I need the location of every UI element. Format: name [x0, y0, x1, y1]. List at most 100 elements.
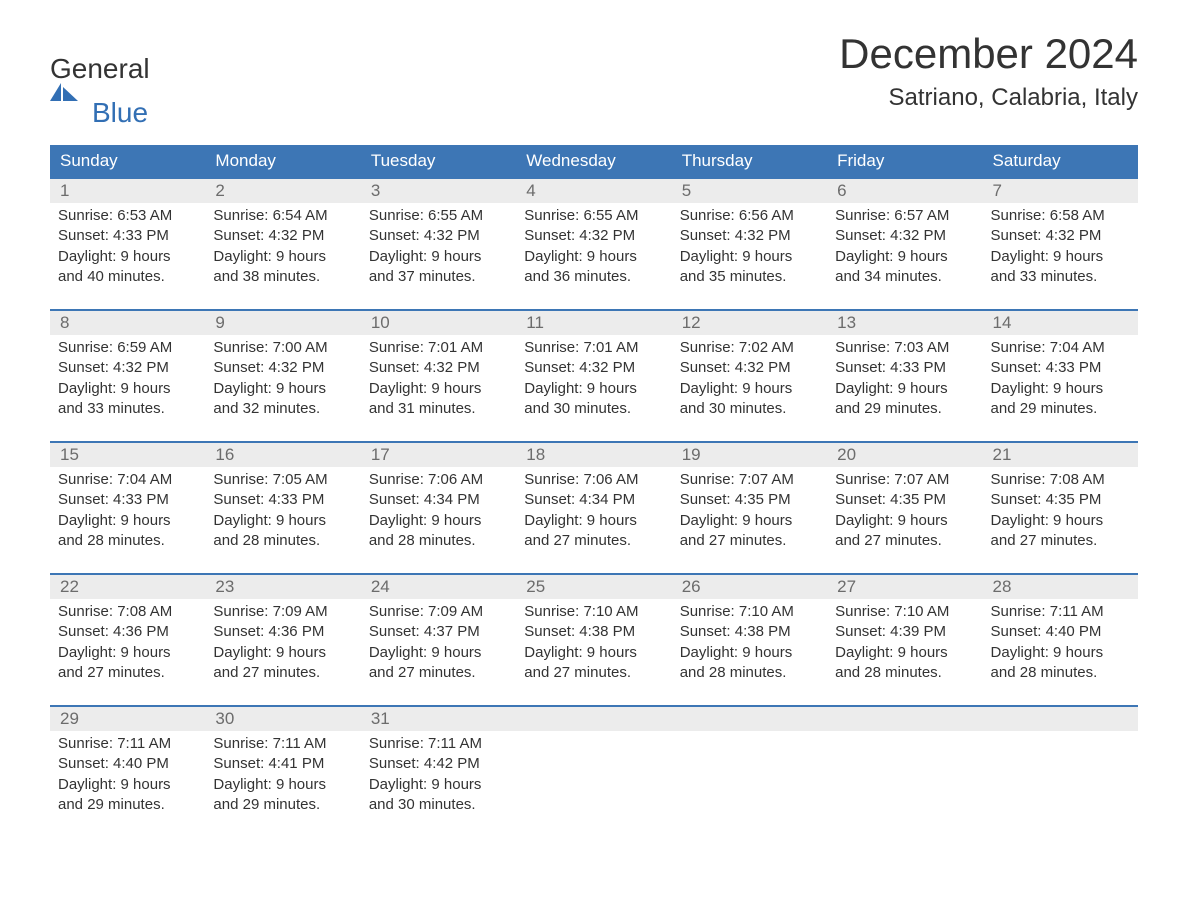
location-subtitle: Satriano, Calabria, Italy	[839, 84, 1138, 112]
cell-sunrise: Sunrise: 7:10 AM	[835, 602, 974, 622]
cell-d2: and 33 minutes.	[991, 267, 1130, 287]
cell-sunset: Sunset: 4:40 PM	[991, 622, 1130, 642]
cell-sunrise: Sunrise: 7:01 AM	[524, 338, 663, 358]
calendar-cell	[516, 734, 671, 815]
day-number: 2	[205, 179, 360, 203]
day-number: 17	[361, 443, 516, 467]
cell-d1: Daylight: 9 hours	[835, 511, 974, 531]
cell-d2: and 27 minutes.	[369, 663, 508, 683]
cell-d2: and 32 minutes.	[213, 399, 352, 419]
cell-d1: Daylight: 9 hours	[369, 379, 508, 399]
calendar-cell: Sunrise: 7:06 AMSunset: 4:34 PMDaylight:…	[361, 470, 516, 551]
cell-sunrise: Sunrise: 7:09 AM	[369, 602, 508, 622]
day-number: 31	[361, 707, 516, 731]
cell-sunrise: Sunrise: 6:59 AM	[58, 338, 197, 358]
cell-sunrise: Sunrise: 7:10 AM	[680, 602, 819, 622]
day-number: 13	[827, 311, 982, 335]
cell-sunset: Sunset: 4:32 PM	[524, 358, 663, 378]
cell-d2: and 30 minutes.	[524, 399, 663, 419]
cell-sunrise: Sunrise: 7:08 AM	[58, 602, 197, 622]
day-number: 4	[516, 179, 671, 203]
cell-d1: Daylight: 9 hours	[213, 247, 352, 267]
calendar-cell: Sunrise: 7:09 AMSunset: 4:37 PMDaylight:…	[361, 602, 516, 683]
day-number: 12	[672, 311, 827, 335]
calendar-cell: Sunrise: 7:10 AMSunset: 4:38 PMDaylight:…	[516, 602, 671, 683]
day-number: 6	[827, 179, 982, 203]
cell-sunset: Sunset: 4:35 PM	[991, 490, 1130, 510]
day-number: 26	[672, 575, 827, 599]
cell-d2: and 28 minutes.	[991, 663, 1130, 683]
day-number: 7	[983, 179, 1138, 203]
cell-sunrise: Sunrise: 7:09 AM	[213, 602, 352, 622]
daynum-row: 293031	[50, 705, 1138, 731]
cell-d2: and 27 minutes.	[991, 531, 1130, 551]
cell-sunset: Sunset: 4:32 PM	[991, 226, 1130, 246]
cell-d1: Daylight: 9 hours	[680, 511, 819, 531]
cell-d1: Daylight: 9 hours	[369, 247, 508, 267]
calendar-cell: Sunrise: 6:55 AMSunset: 4:32 PMDaylight:…	[516, 206, 671, 287]
daynum-row: 15161718192021	[50, 441, 1138, 467]
day-header-thursday: Thursday	[672, 145, 827, 177]
cell-sunset: Sunset: 4:35 PM	[680, 490, 819, 510]
day-number: 14	[983, 311, 1138, 335]
day-number: 5	[672, 179, 827, 203]
day-number: 11	[516, 311, 671, 335]
cell-d2: and 38 minutes.	[213, 267, 352, 287]
day-number: 3	[361, 179, 516, 203]
day-number: 1	[50, 179, 205, 203]
header: General Blue December 2024 Satriano, Cal…	[50, 30, 1138, 127]
cell-d1: Daylight: 9 hours	[680, 379, 819, 399]
cell-d1: Daylight: 9 hours	[835, 643, 974, 663]
calendar-cell: Sunrise: 6:53 AMSunset: 4:33 PMDaylight:…	[50, 206, 205, 287]
calendar-cell: Sunrise: 6:58 AMSunset: 4:32 PMDaylight:…	[983, 206, 1138, 287]
day-number: 10	[361, 311, 516, 335]
day-number	[827, 707, 982, 731]
calendar-cell: Sunrise: 6:56 AMSunset: 4:32 PMDaylight:…	[672, 206, 827, 287]
daynum-row: 22232425262728	[50, 573, 1138, 599]
cell-sunrise: Sunrise: 6:58 AM	[991, 206, 1130, 226]
cell-d1: Daylight: 9 hours	[213, 643, 352, 663]
cell-d1: Daylight: 9 hours	[524, 379, 663, 399]
calendar-table: Sunday Monday Tuesday Wednesday Thursday…	[50, 145, 1138, 815]
cell-sunset: Sunset: 4:36 PM	[213, 622, 352, 642]
cell-d2: and 29 minutes.	[213, 795, 352, 815]
cell-sunrise: Sunrise: 6:55 AM	[369, 206, 508, 226]
day-number: 28	[983, 575, 1138, 599]
cell-d2: and 37 minutes.	[369, 267, 508, 287]
cell-d1: Daylight: 9 hours	[58, 511, 197, 531]
cell-d2: and 28 minutes.	[369, 531, 508, 551]
cell-sunrise: Sunrise: 7:02 AM	[680, 338, 819, 358]
calendar-cell: Sunrise: 7:10 AMSunset: 4:38 PMDaylight:…	[672, 602, 827, 683]
cell-d1: Daylight: 9 hours	[991, 643, 1130, 663]
cell-sunrise: Sunrise: 7:04 AM	[58, 470, 197, 490]
cell-d1: Daylight: 9 hours	[835, 247, 974, 267]
calendar-cell: Sunrise: 7:10 AMSunset: 4:39 PMDaylight:…	[827, 602, 982, 683]
calendar-cell: Sunrise: 7:07 AMSunset: 4:35 PMDaylight:…	[827, 470, 982, 551]
calendar-cell: Sunrise: 6:55 AMSunset: 4:32 PMDaylight:…	[361, 206, 516, 287]
cell-d1: Daylight: 9 hours	[991, 379, 1130, 399]
cell-d1: Daylight: 9 hours	[213, 379, 352, 399]
cell-sunrise: Sunrise: 7:11 AM	[58, 734, 197, 754]
day-number	[672, 707, 827, 731]
calendar-cell	[827, 734, 982, 815]
calendar-cell: Sunrise: 7:06 AMSunset: 4:34 PMDaylight:…	[516, 470, 671, 551]
cell-d1: Daylight: 9 hours	[524, 643, 663, 663]
cell-d1: Daylight: 9 hours	[835, 379, 974, 399]
day-header-tuesday: Tuesday	[361, 145, 516, 177]
cell-sunset: Sunset: 4:32 PM	[835, 226, 974, 246]
day-number: 27	[827, 575, 982, 599]
cell-sunset: Sunset: 4:32 PM	[680, 358, 819, 378]
cell-d2: and 40 minutes.	[58, 267, 197, 287]
daynum-row: 1234567	[50, 177, 1138, 203]
weeks-container: 1234567Sunrise: 6:53 AMSunset: 4:33 PMDa…	[50, 177, 1138, 815]
cell-d2: and 30 minutes.	[680, 399, 819, 419]
calendar-cell: Sunrise: 7:01 AMSunset: 4:32 PMDaylight:…	[361, 338, 516, 419]
cell-sunset: Sunset: 4:40 PM	[58, 754, 197, 774]
day-header-row: Sunday Monday Tuesday Wednesday Thursday…	[50, 145, 1138, 177]
calendar-cell: Sunrise: 7:04 AMSunset: 4:33 PMDaylight:…	[983, 338, 1138, 419]
cell-sunrise: Sunrise: 6:57 AM	[835, 206, 974, 226]
cell-d2: and 35 minutes.	[680, 267, 819, 287]
cell-sunset: Sunset: 4:38 PM	[680, 622, 819, 642]
cell-d1: Daylight: 9 hours	[213, 775, 352, 795]
cell-d2: and 28 minutes.	[835, 663, 974, 683]
